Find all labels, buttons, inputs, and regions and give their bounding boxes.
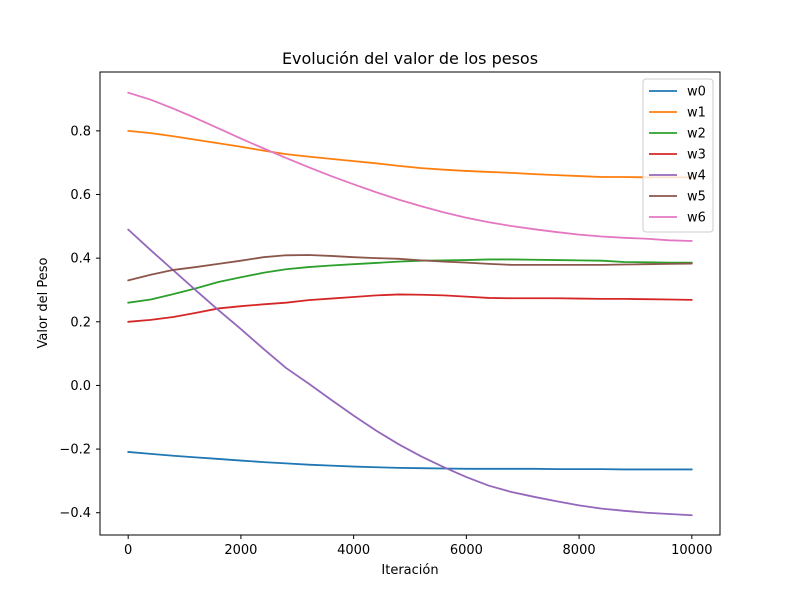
- x-axis-ticks: 0 2000 4000 6000 8000 10000: [124, 535, 712, 558]
- y-tick-label: −0.4: [59, 506, 91, 521]
- series-line-w6: [127, 91, 693, 242]
- legend: w0 w1 w2 w3 w4 w5 w6: [642, 78, 714, 233]
- y-tick-label: 0.2: [70, 315, 91, 330]
- series-line-w3: [127, 293, 693, 323]
- plot-lines: [127, 91, 693, 517]
- x-tick-label: 6000: [450, 543, 483, 558]
- series-line-w4: [127, 228, 693, 517]
- x-tick-label: 8000: [563, 543, 596, 558]
- x-tick-label: 2000: [224, 543, 257, 558]
- legend-label-w4: w4: [687, 169, 706, 184]
- y-axis-ticks: −0.4 −0.2 0.0 0.2 0.4 0.6 0.8: [59, 124, 100, 521]
- y-tick-label: 0.8: [70, 124, 91, 139]
- legend-label-w1: w1: [687, 106, 706, 121]
- series-line-w0: [127, 451, 693, 471]
- plot-frame: [99, 71, 721, 536]
- series-line-w5: [127, 254, 693, 282]
- legend-box: [642, 78, 714, 233]
- series-line-w1: [127, 129, 693, 179]
- y-tick-label: 0.0: [70, 379, 91, 394]
- y-axis-label: Valor del Peso: [36, 257, 51, 348]
- x-tick-label: 4000: [337, 543, 370, 558]
- legend-label-w3: w3: [687, 148, 706, 163]
- y-tick-label: −0.2: [59, 443, 91, 458]
- legend-label-w2: w2: [687, 127, 706, 142]
- x-tick-label: 0: [124, 543, 132, 558]
- x-axis-label: Iteración: [381, 563, 438, 578]
- chart-title: Evolución del valor de los pesos: [282, 49, 538, 68]
- legend-label-w5: w5: [687, 190, 706, 205]
- x-tick-label: 10000: [671, 543, 712, 558]
- y-tick-label: 0.6: [70, 188, 91, 203]
- legend-label-w6: w6: [687, 211, 706, 226]
- legend-label-w0: w0: [687, 85, 706, 100]
- series-line-w2: [127, 258, 693, 304]
- y-tick-label: 0.4: [70, 252, 91, 267]
